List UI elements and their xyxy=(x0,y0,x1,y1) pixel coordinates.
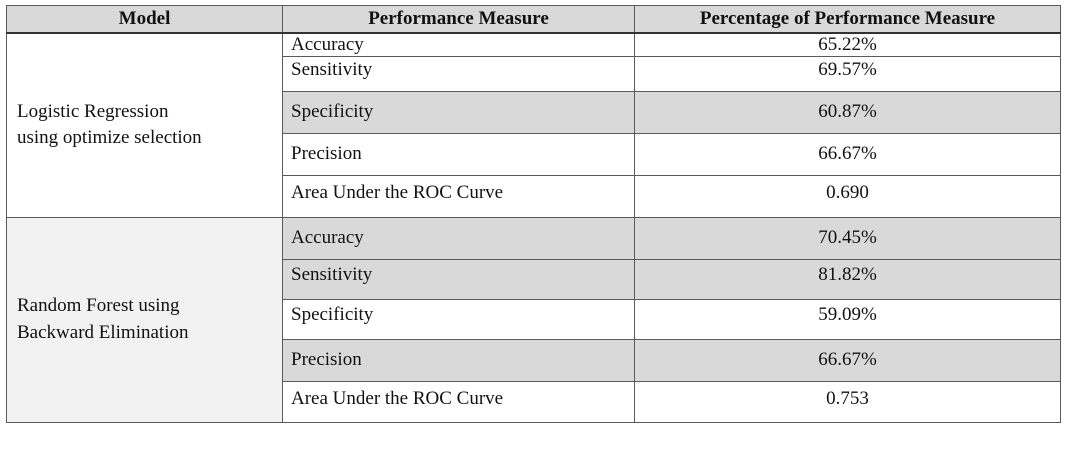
measure-cell: Area Under the ROC Curve xyxy=(282,174,635,218)
table-row: Sensitivity 81.82% xyxy=(7,258,1061,300)
table-row: Random Forest using Backward Elimination… xyxy=(6,216,1061,423)
measure-cell: Specificity xyxy=(282,90,635,134)
value-cell: 59.09% xyxy=(634,298,1061,340)
value-cell: 60.87% xyxy=(634,90,1061,134)
column-header-model: Model xyxy=(6,5,283,34)
table-row: Sensitivity 69.57% xyxy=(7,55,1061,92)
measure-cell: Sensitivity xyxy=(282,55,635,92)
value-cell: 0.753 xyxy=(634,380,1061,423)
model-name-line: Backward Elimination xyxy=(17,321,189,343)
column-header-performance-measure: Performance Measure xyxy=(282,5,635,34)
table-header-row: Model Performance Measure Percentage of … xyxy=(6,5,1061,34)
value-cell: 65.22% xyxy=(634,32,1061,57)
value-cell: 66.67% xyxy=(634,132,1061,176)
measure-cell: Area Under the ROC Curve xyxy=(282,380,635,423)
table-row: Area Under the ROC Curve 0.753 xyxy=(7,380,1061,423)
table-row: Logistic Regression using optimize selec… xyxy=(6,32,1061,218)
measure-cell: Precision xyxy=(282,338,635,382)
model-name-line: Logistic Regression xyxy=(17,100,169,122)
value-cell: 69.57% xyxy=(634,55,1061,92)
table-row: Specificity 60.87% xyxy=(7,90,1061,134)
model-name-line: Random Forest using xyxy=(17,295,180,317)
model-name-line: using optimize selection xyxy=(17,127,202,149)
value-cell: 70.45% xyxy=(634,216,1061,260)
table-row: Precision 66.67% xyxy=(7,132,1061,176)
column-header-percentage: Percentage of Performance Measure xyxy=(634,5,1061,34)
value-cell: 81.82% xyxy=(634,258,1061,300)
value-cell: 0.690 xyxy=(634,174,1061,218)
performance-table: Model Performance Measure Percentage of … xyxy=(6,5,1061,423)
measure-cell: Accuracy xyxy=(282,216,635,260)
table-row: Area Under the ROC Curve 0.690 xyxy=(7,174,1061,218)
value-cell: 66.67% xyxy=(634,338,1061,382)
measure-cell: Sensitivity xyxy=(282,258,635,300)
model-cell-random-forest: Random Forest using Backward Elimination xyxy=(6,216,283,423)
table-row: Specificity 59.09% xyxy=(7,298,1061,340)
measure-cell: Accuracy xyxy=(282,32,635,57)
table-row: Precision 66.67% xyxy=(7,338,1061,382)
model-cell-logistic-regression: Logistic Regression using optimize selec… xyxy=(6,32,283,218)
measure-cell: Precision xyxy=(282,132,635,176)
measure-cell: Specificity xyxy=(282,298,635,340)
